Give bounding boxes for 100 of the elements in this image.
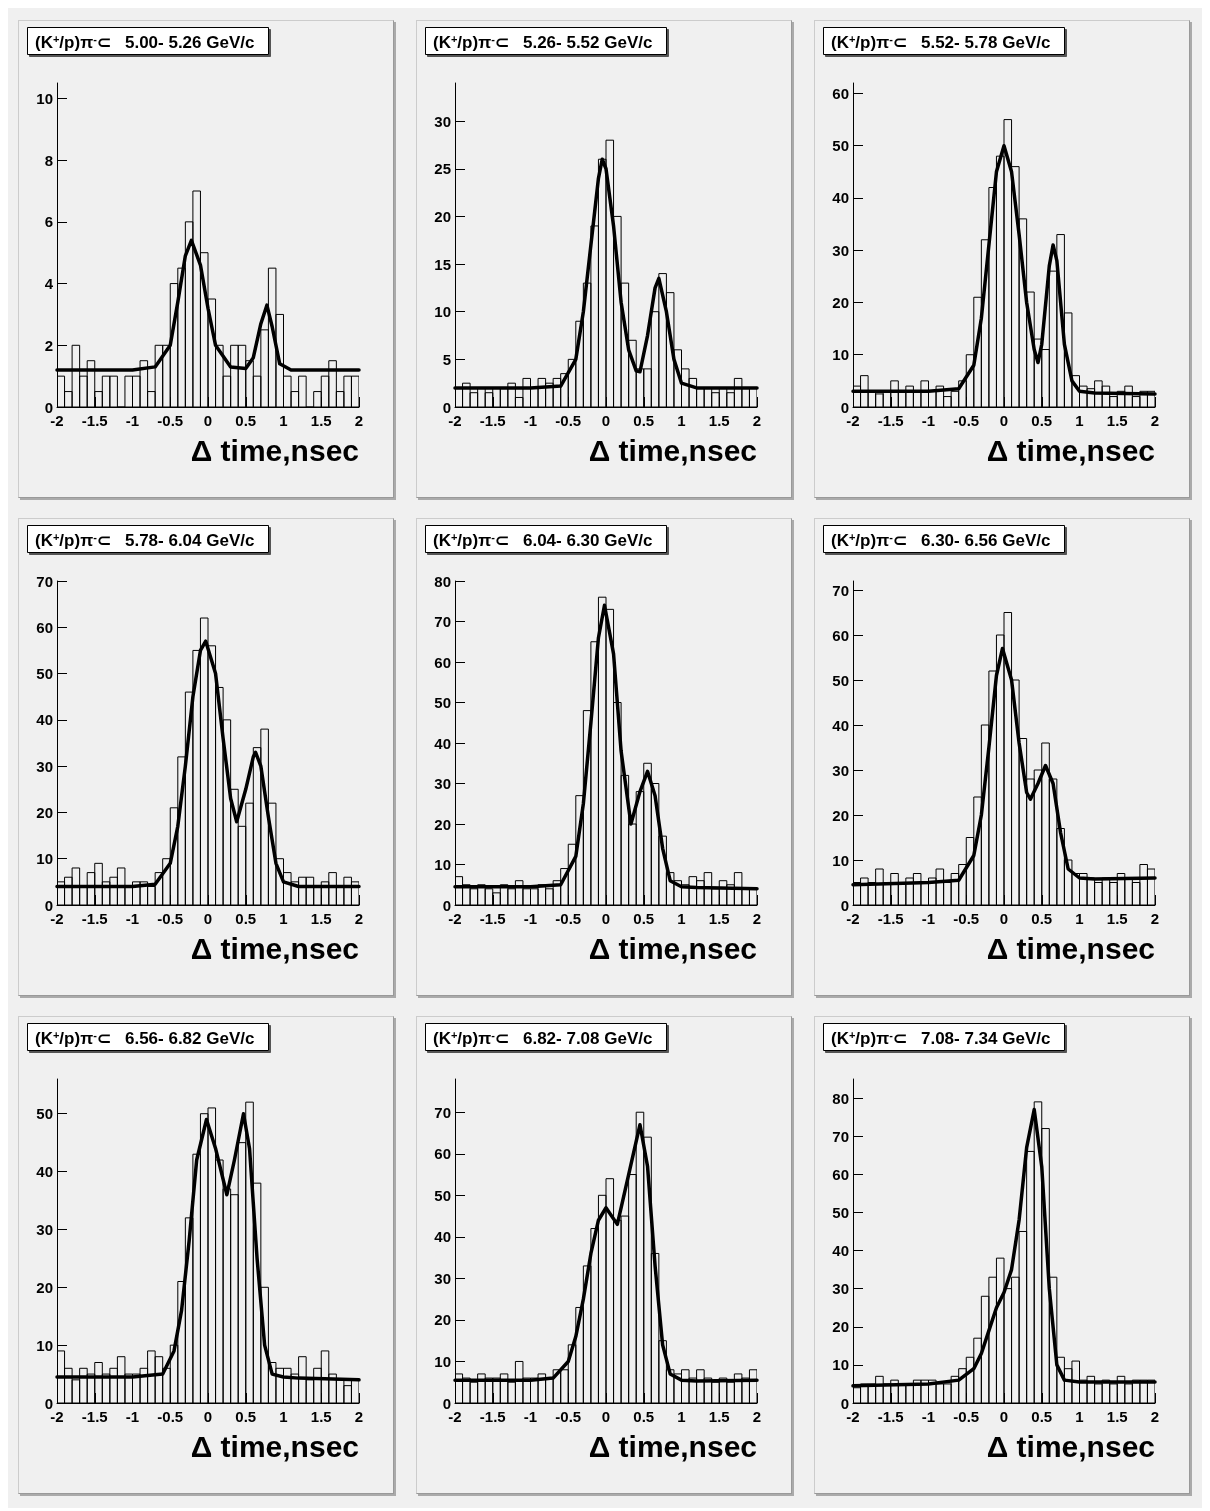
x-tick-label: -1 <box>125 412 140 429</box>
x-tick-label: -1.5 <box>81 1408 108 1425</box>
y-tick-label: 20 <box>832 806 849 824</box>
y-tick-label: 8 <box>44 151 53 169</box>
x-tick-label: -0.5 <box>555 910 582 927</box>
y-tick-label: 10 <box>434 1352 451 1370</box>
y-tick-label: 80 <box>832 1089 849 1107</box>
x-tick-label: -2 <box>448 412 462 429</box>
x-tick-label: 0.5 <box>235 412 257 429</box>
x-tick-label: 0 <box>203 910 213 927</box>
y-tick-label: 20 <box>36 1278 53 1296</box>
x-axis-title: Δ time,nsec <box>588 931 757 965</box>
y-tick-label: 20 <box>434 1311 451 1329</box>
x-tick-label: 0 <box>203 1408 213 1425</box>
y-tick-label: 30 <box>36 757 53 775</box>
y-tick-label: 60 <box>832 1165 849 1183</box>
x-tick-label: 1 <box>1075 412 1084 429</box>
y-tick-label: 10 <box>36 1336 53 1354</box>
x-tick-label: -1 <box>921 1408 936 1425</box>
y-tick-label: 10 <box>832 851 849 869</box>
x-tick-label: -1.5 <box>877 910 904 927</box>
x-axis-title: Δ time,nsec <box>190 433 359 467</box>
x-tick-label: 1.5 <box>310 1408 332 1425</box>
y-tick-label: 60 <box>434 653 451 671</box>
x-tick-label: 1 <box>279 910 288 927</box>
x-tick-label: 1 <box>677 910 686 927</box>
x-tick-label: 0 <box>601 412 611 429</box>
x-tick-label: 0.5 <box>633 412 655 429</box>
y-tick-label: 20 <box>434 815 451 833</box>
x-tick-label: -2 <box>846 910 860 927</box>
x-tick-label: -2 <box>846 1408 860 1425</box>
x-tick-label: 0.5 <box>1031 1408 1053 1425</box>
x-tick-label: -2 <box>50 910 64 927</box>
y-tick-label: 0 <box>442 398 451 416</box>
x-tick-label: -0.5 <box>157 910 184 927</box>
x-tick-label: 1 <box>1075 1408 1084 1425</box>
y-tick-label: 0 <box>44 398 53 416</box>
y-tick-label: 10 <box>434 303 451 321</box>
x-tick-label: 2 <box>354 910 364 927</box>
x-tick-label: 1.5 <box>1106 910 1128 927</box>
x-tick-label: -1 <box>125 1408 140 1425</box>
y-tick-label: 0 <box>442 1394 451 1412</box>
x-tick-label: 1.5 <box>310 412 332 429</box>
x-tick-label: 2 <box>752 412 762 429</box>
x-axis-title: Δ time,nsec <box>190 931 359 965</box>
chart-title: (K+/p)π-⊂ 5.26- 5.52 GeV/c <box>433 32 653 52</box>
x-tick-label: 0 <box>601 910 611 927</box>
y-tick-label: 50 <box>36 665 53 683</box>
x-tick-label: -2 <box>50 1408 64 1425</box>
x-tick-label: -0.5 <box>157 412 184 429</box>
x-tick-label: -0.5 <box>953 1408 980 1425</box>
y-tick-label: 80 <box>434 572 451 590</box>
y-tick-label: 25 <box>434 160 451 178</box>
y-tick-label: 70 <box>832 581 849 599</box>
x-tick-label: 1 <box>279 1408 288 1425</box>
chart-title: (K+/p)π-⊂ 5.00- 5.26 GeV/c <box>35 32 255 52</box>
y-tick-label: 0 <box>44 1394 53 1412</box>
x-tick-label: -1 <box>523 1408 538 1425</box>
y-tick-label: 50 <box>832 137 849 155</box>
x-axis-title: Δ time,nsec <box>190 1429 359 1463</box>
x-tick-label: 1.5 <box>1106 412 1128 429</box>
y-tick-label: 40 <box>832 189 849 207</box>
x-tick-label: -1.5 <box>479 1408 506 1425</box>
x-tick-label: -1 <box>523 910 538 927</box>
x-tick-label: 0 <box>203 412 213 429</box>
chart-title: (K+/p)π-⊂ 5.78- 6.04 GeV/c <box>35 530 255 550</box>
y-tick-label: 10 <box>36 89 53 107</box>
x-tick-label: -1 <box>125 910 140 927</box>
y-tick-label: 50 <box>832 671 849 689</box>
x-tick-label: -1.5 <box>877 412 904 429</box>
y-tick-label: 70 <box>36 572 53 590</box>
x-tick-label: -1.5 <box>479 412 506 429</box>
x-tick-label: -2 <box>846 412 860 429</box>
y-tick-label: 50 <box>434 1186 451 1204</box>
x-tick-label: 0 <box>999 910 1009 927</box>
y-tick-label: 30 <box>832 761 849 779</box>
x-tick-label: 1 <box>1075 910 1084 927</box>
x-tick-label: 0 <box>999 1408 1009 1425</box>
x-tick-label: -0.5 <box>555 1408 582 1425</box>
y-tick-label: 0 <box>840 398 849 416</box>
y-tick-label: 15 <box>434 255 451 273</box>
x-tick-label: -1 <box>921 412 936 429</box>
x-tick-label: 1.5 <box>708 1408 730 1425</box>
chart-title: (K+/p)π-⊂ 6.56- 6.82 GeV/c <box>35 1028 255 1048</box>
x-tick-label: 1.5 <box>708 412 730 429</box>
y-tick-label: 50 <box>832 1203 849 1221</box>
x-tick-label: 2 <box>1150 412 1160 429</box>
y-tick-label: 30 <box>36 1220 53 1238</box>
y-tick-label: 40 <box>832 1242 849 1260</box>
y-tick-label: 30 <box>434 1269 451 1287</box>
x-tick-label: 1 <box>677 1408 686 1425</box>
x-tick-label: -1.5 <box>479 910 506 927</box>
y-tick-label: 50 <box>36 1105 53 1123</box>
x-axis-title: Δ time,nsec <box>986 1429 1155 1463</box>
y-tick-label: 70 <box>434 613 451 630</box>
x-tick-label: 0.5 <box>1031 910 1053 927</box>
y-tick-label: 0 <box>840 896 849 914</box>
y-tick-label: 6 <box>44 213 53 231</box>
y-tick-label: 70 <box>434 1103 451 1121</box>
y-tick-label: 60 <box>832 626 849 644</box>
